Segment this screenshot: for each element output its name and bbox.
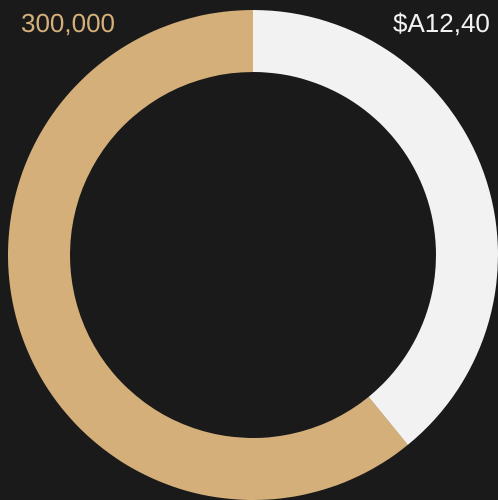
value-label: 300,000 xyxy=(21,8,115,38)
donut-segment xyxy=(253,10,498,445)
donut-segment xyxy=(7,10,408,500)
value-label: $A12,40 xyxy=(393,8,490,38)
